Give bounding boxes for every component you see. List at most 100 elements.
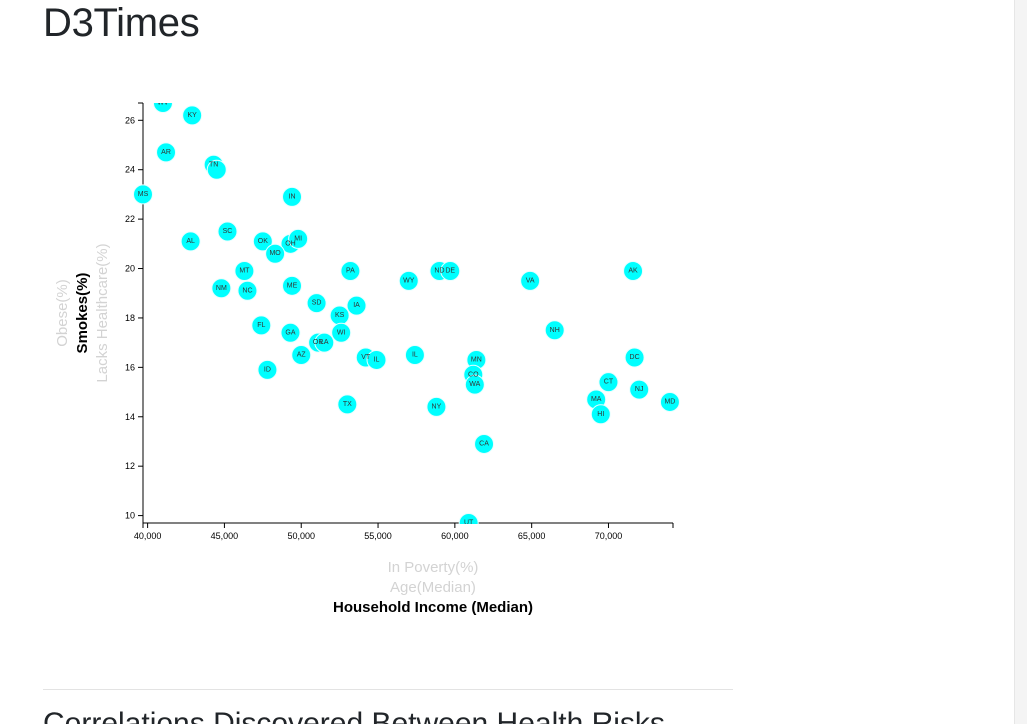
y-axis-option-3[interactable]: Lacks Healthcare(%) xyxy=(94,243,111,382)
data-point-label: AK xyxy=(628,268,638,275)
data-point[interactable] xyxy=(474,433,495,454)
x-axis-line xyxy=(142,522,674,528)
x-tick-label: 60,000 xyxy=(441,531,469,541)
data-point-label: MD xyxy=(664,398,675,405)
data-point[interactable] xyxy=(234,261,255,281)
data-point[interactable] xyxy=(257,359,278,380)
data-point-label: VA xyxy=(526,277,535,284)
data-point[interactable] xyxy=(291,345,312,365)
y-tick-label: 14 xyxy=(125,412,135,422)
data-point-label: WY xyxy=(403,277,415,284)
data-point[interactable] xyxy=(426,396,447,417)
section-heading: Correlations Discovered Between Health R… xyxy=(43,707,665,724)
data-point-label: NM xyxy=(216,285,227,292)
y-tick-label: 24 xyxy=(125,165,135,175)
data-point[interactable] xyxy=(624,347,645,368)
data-point-label: WV xyxy=(157,100,169,107)
data-point-label: MS xyxy=(138,191,149,198)
data-point[interactable] xyxy=(337,394,358,415)
x-tick-label: 50,000 xyxy=(287,531,315,541)
data-point-label: IL xyxy=(374,356,380,363)
data-point[interactable] xyxy=(217,221,238,242)
data-point[interactable] xyxy=(133,184,153,205)
data-point[interactable] xyxy=(659,391,680,412)
x-tick-label: 45,000 xyxy=(211,531,239,541)
data-point-label: AZ xyxy=(297,352,307,359)
data-point-label: MT xyxy=(239,268,250,275)
x-axis-option-2[interactable]: Age(Median) xyxy=(390,579,476,596)
y-tick-label: 22 xyxy=(125,214,135,224)
data-point[interactable] xyxy=(182,105,203,126)
x-axis-option-3[interactable]: Household Income (Median) xyxy=(333,599,533,616)
data-point[interactable] xyxy=(331,322,352,343)
data-point-label: IL xyxy=(412,352,418,359)
data-point-label: GA xyxy=(285,329,295,336)
scatter-chart-svg: 40,000 45,000 50,000 55,000 60,000 65,000 70,0… xyxy=(54,94,680,616)
data-point-label: CT xyxy=(604,379,614,386)
data-point[interactable] xyxy=(251,315,272,336)
data-point[interactable] xyxy=(288,228,309,249)
data-point[interactable] xyxy=(206,159,227,180)
x-tick-label: 55,000 xyxy=(364,531,392,541)
data-point-label: CA xyxy=(479,440,489,447)
data-point-label: OK xyxy=(258,238,268,245)
y-axis-option-2[interactable]: Smokes(%) xyxy=(74,273,91,354)
data-point-label: NC xyxy=(242,287,252,294)
y-tick-label: 16 xyxy=(125,362,135,372)
data-point-label: HI xyxy=(597,411,604,418)
data-point[interactable] xyxy=(346,295,367,316)
data-point-label: KS xyxy=(335,312,345,319)
data-point[interactable] xyxy=(280,322,301,343)
data-point[interactable] xyxy=(265,243,286,264)
data-point[interactable] xyxy=(282,186,303,207)
x-tick-label: 40,000 xyxy=(134,531,162,541)
data-point-label: MA xyxy=(591,396,602,403)
data-point[interactable] xyxy=(252,231,273,252)
data-point[interactable] xyxy=(366,349,387,370)
data-point[interactable] xyxy=(180,231,201,252)
data-point[interactable] xyxy=(152,94,173,113)
data-point-label: MN xyxy=(471,356,482,363)
data-point[interactable] xyxy=(458,513,479,533)
data-point-label: DE xyxy=(445,268,455,275)
data-point[interactable] xyxy=(440,261,461,281)
y-tick-label: 10 xyxy=(125,511,135,521)
data-point[interactable] xyxy=(398,270,419,291)
data-point-label: TN xyxy=(209,161,218,168)
data-point[interactable] xyxy=(211,278,232,299)
data-point[interactable] xyxy=(464,374,485,395)
y-tick-label: 18 xyxy=(125,313,135,323)
data-point[interactable] xyxy=(520,270,541,291)
data-point[interactable] xyxy=(404,345,425,365)
data-point-label: AL xyxy=(186,238,195,245)
data-point-label: AR xyxy=(161,149,171,156)
data-point[interactable] xyxy=(544,320,565,341)
data-point[interactable] xyxy=(314,332,335,353)
data-point[interactable] xyxy=(340,261,361,281)
data-point-label: SC xyxy=(223,228,233,235)
data-point-label: NY xyxy=(432,403,442,410)
data-point-label: WI xyxy=(337,329,346,336)
data-point[interactable] xyxy=(156,142,177,163)
scrollbar[interactable] xyxy=(1014,0,1027,724)
data-point-label: OR xyxy=(313,339,324,346)
data-point-label: IA xyxy=(353,302,360,309)
data-point[interactable] xyxy=(306,293,327,314)
data-point-label: VT xyxy=(361,354,371,361)
data-point[interactable] xyxy=(629,379,650,400)
data-point-label: CO xyxy=(468,371,479,378)
data-point-label: NJ xyxy=(635,386,644,393)
data-point[interactable] xyxy=(598,372,619,393)
y-axis-line xyxy=(138,102,144,523)
data-point[interactable] xyxy=(623,261,644,281)
data-point[interactable] xyxy=(237,280,258,301)
data-point-label: ND xyxy=(434,268,444,275)
data-point-label: ME xyxy=(287,282,298,289)
data-point[interactable] xyxy=(590,404,611,425)
data-point-label: WA xyxy=(469,381,480,388)
data-point[interactable] xyxy=(282,275,303,296)
y-axis-option-1[interactable]: Obese(%) xyxy=(54,279,71,347)
y-tick-label: 26 xyxy=(125,115,135,125)
x-axis-option-1[interactable]: In Poverty(%) xyxy=(388,559,479,576)
data-point-label: FL xyxy=(257,322,265,329)
